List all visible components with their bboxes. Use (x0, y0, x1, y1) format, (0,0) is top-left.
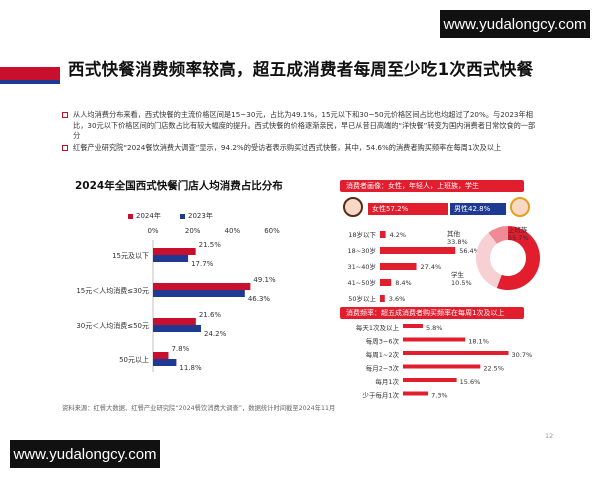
age-label: 41~50岁 (348, 278, 377, 287)
donut-category-label: 学生 (451, 270, 465, 279)
frequency-data-label: 30.7% (512, 351, 533, 359)
title-accent-bar-blue (0, 80, 60, 84)
bar-2023 (153, 290, 245, 297)
frequency-bar (403, 324, 423, 328)
left-chart-title: 2024年全国西式快餐门店人均消费占比分布 (75, 180, 283, 192)
bullet-1: 从人均消费分布来看，西式快餐的主流价格区间是15~30元，占比为49.1%，15… (62, 110, 540, 142)
x-tick-label: 20% (185, 227, 201, 235)
age-label: 50岁以上 (348, 294, 376, 303)
donut-value-label: 10.5% (451, 279, 472, 287)
category-label: 15元及以下 (112, 252, 149, 260)
frequency-label: 每周1~2次 (366, 350, 400, 359)
age-data-label: 3.6% (389, 295, 406, 303)
data-label: 7.8% (171, 345, 189, 353)
page-number: 12 (545, 432, 554, 440)
bar-2023 (153, 359, 177, 366)
age-data-label: 8.4% (395, 279, 412, 287)
legend-2024: 2024年 (128, 211, 161, 221)
x-tick-label: 0% (147, 227, 158, 235)
data-label: 21.6% (199, 311, 222, 319)
frequency-bar (403, 364, 481, 369)
bar-2024 (153, 352, 169, 359)
frequency-header: 消费频率：超五成消费者购买频率在每周1次及以上 (340, 307, 524, 319)
frequency-data-label: 18.1% (468, 338, 489, 346)
bullet-2-text: 红餐产业研究院“2024餐饮消费大调查”显示，94.2%的受访者表示购买过西式快… (73, 143, 502, 152)
data-label: 11.8% (179, 364, 202, 372)
bar-2023 (153, 255, 189, 262)
gender-male-bar: 男性42.8% (450, 203, 506, 215)
frequency-label: 少于每月1次 (362, 391, 399, 400)
donut-category-label: 其他 (447, 229, 461, 238)
frequency-data-label: 15.6% (460, 378, 481, 386)
data-label: 21.5% (199, 241, 222, 249)
bar-2023 (153, 325, 201, 332)
bullet-square-icon (62, 145, 68, 151)
bullet-1-text: 从人均消费分布来看，西式快餐的主流价格区间是15~30元，占比为49.1%，15… (73, 110, 536, 140)
data-label: 24.2% (204, 330, 227, 338)
age-bar (380, 295, 385, 302)
age-data-label: 4.2% (390, 231, 407, 239)
frequency-data-label: 5.8% (426, 324, 443, 332)
age-data-label: 27.4% (421, 263, 442, 271)
legend-2023: 2023年 (180, 211, 213, 221)
age-label: 31~40岁 (348, 262, 377, 271)
donut-slice (488, 226, 508, 244)
frequency-data-label: 22.5% (483, 365, 504, 373)
frequency-bar (403, 378, 457, 382)
age-bar (380, 263, 417, 270)
frequency-label: 每天1次及以上 (356, 323, 400, 332)
data-label: 46.3% (248, 295, 271, 303)
source-note: 资料来源：红餐大数据、红餐产业研究院“2024餐饮消费大调查”，数据统计时间截至… (62, 405, 336, 412)
data-label: 17.7% (191, 260, 214, 268)
donut-slice (476, 232, 502, 288)
frequency-data-label: 7.3% (431, 392, 448, 400)
bar-2024 (153, 318, 196, 325)
frequency-bar (403, 337, 466, 342)
donut-category-label: 上班族 (508, 225, 528, 234)
x-tick-label: 40% (225, 227, 241, 235)
age-data-label: 56.4% (459, 247, 480, 255)
gender-female-bar: 女性57.2% (368, 203, 448, 215)
age-bar (380, 231, 386, 238)
x-tick-label: 60% (264, 227, 280, 235)
data-label: 49.1% (253, 276, 276, 284)
category-label: 30元＜人均消费≤50元 (76, 321, 149, 330)
watermark-top-right: www.yudalongcy.com (440, 10, 590, 38)
age-label: 18~30岁 (348, 246, 377, 255)
age-label: 18岁以下 (348, 230, 376, 239)
frequency-label: 每周3~6次 (366, 337, 400, 346)
male-avatar-icon (510, 197, 530, 217)
donut-slice (496, 226, 540, 290)
age-bar (380, 279, 392, 286)
frequency-label: 每月2~3次 (366, 364, 400, 373)
category-label: 50元以上 (119, 355, 149, 364)
category-label: 15元＜人均消费≤30元 (76, 286, 149, 295)
watermark-bottom-left: www.yudalongcy.com (10, 440, 160, 468)
page-title: 西式快餐消费频率较高，超五成消费者每周至少吃1次西式快餐 (68, 60, 534, 79)
bullet-square-icon (62, 112, 68, 118)
donut-value-label: 33.8% (447, 238, 468, 246)
frequency-label: 每月1次 (375, 377, 399, 386)
bullet-2: 红餐产业研究院“2024餐饮消费大调查”显示，94.2%的受访者表示购买过西式快… (62, 143, 540, 154)
donut-value-label: 55.7% (508, 234, 529, 242)
bar-2024 (153, 283, 251, 290)
female-avatar-icon (343, 197, 363, 217)
frequency-bar (403, 351, 509, 355)
title-accent-bar (0, 67, 60, 80)
age-bar (380, 247, 456, 254)
frequency-bar (403, 391, 429, 396)
bar-2024 (153, 248, 196, 255)
portrait-header: 消费者画像：女性，年轻人，上班族，学生 (340, 180, 524, 192)
